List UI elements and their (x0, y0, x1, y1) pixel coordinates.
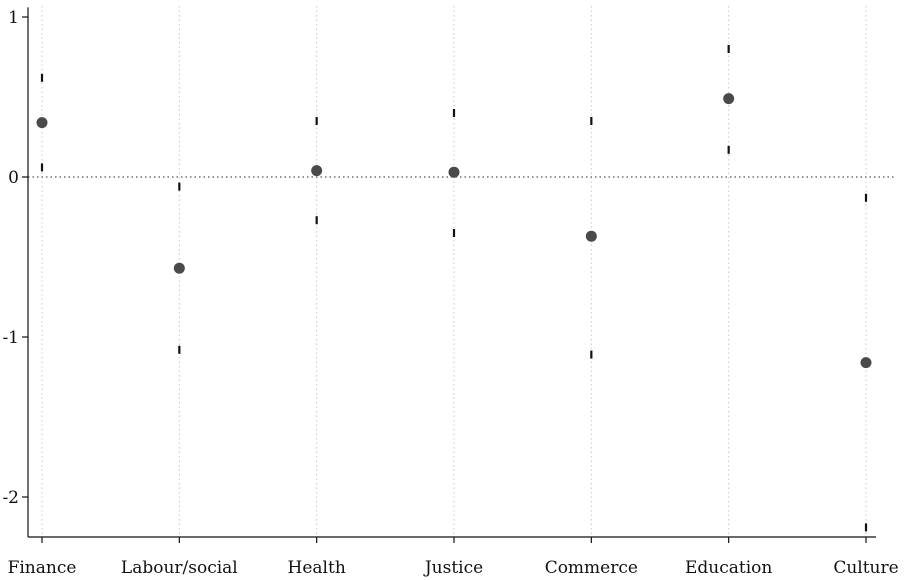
x-tick-label-3: Justice (423, 558, 483, 578)
x-tick-label-5: Education (685, 558, 772, 578)
y-tick-label-1: 0 (8, 168, 19, 188)
point-1 (173, 262, 185, 274)
x-tick-label-1: Labour/social (121, 558, 238, 578)
point-estimates (36, 93, 872, 369)
confidence-bounds (40, 45, 868, 532)
point-6 (860, 357, 872, 369)
y-tick-label-2: -1 (2, 328, 19, 348)
x-tick-label-4: Commerce (545, 558, 638, 578)
point-0 (36, 117, 48, 129)
point-2 (311, 165, 323, 177)
axes: 1 0 -1 -2 Finance Labour/social Health Justice C… (2, 7, 899, 578)
x-tick-label-2: Health (288, 558, 346, 578)
point-3 (448, 166, 460, 178)
point-4 (585, 230, 597, 242)
y-tick-label-0: 1 (8, 8, 19, 28)
y-tick-label-3: -2 (2, 488, 19, 508)
x-tick-label-0: Finance (8, 558, 77, 578)
x-tick-label-6: Culture (833, 558, 898, 578)
grid-lines (41, 6, 867, 537)
point-5 (723, 93, 735, 105)
